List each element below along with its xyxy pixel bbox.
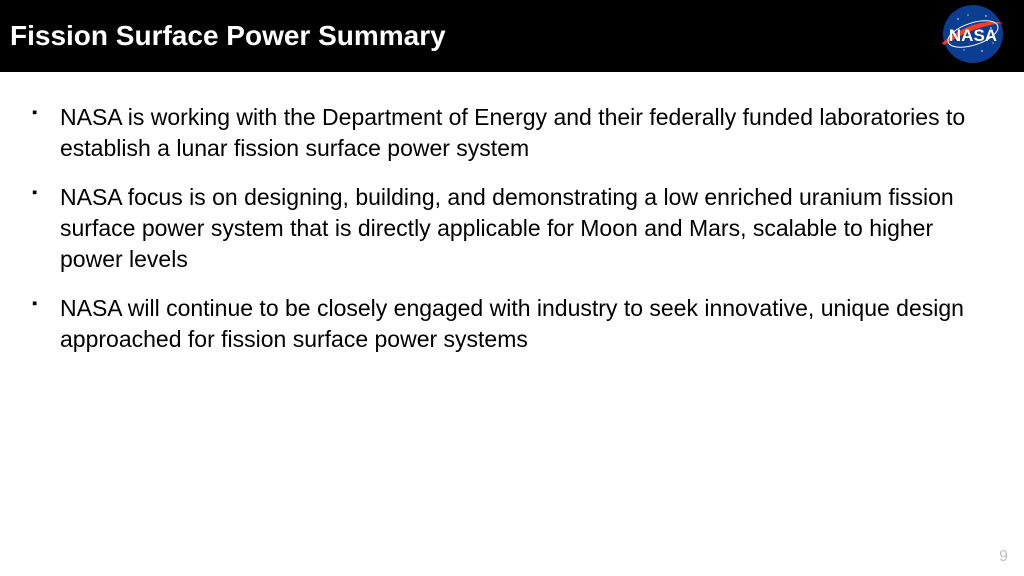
page-number: 9 [999, 548, 1008, 566]
slide-header: Fission Surface Power Summary NASA [0, 0, 1024, 72]
slide-content: NASA is working with the Department of E… [0, 72, 1024, 355]
svg-text:NASA: NASA [949, 26, 997, 45]
slide-title: Fission Surface Power Summary [10, 20, 446, 52]
bullet-item: NASA focus is on designing, building, an… [30, 182, 994, 275]
bullet-list: NASA is working with the Department of E… [30, 102, 994, 355]
bullet-item: NASA will continue to be closely engaged… [30, 293, 994, 355]
nasa-logo-icon: NASA [938, 5, 1008, 68]
bullet-item: NASA is working with the Department of E… [30, 102, 994, 164]
